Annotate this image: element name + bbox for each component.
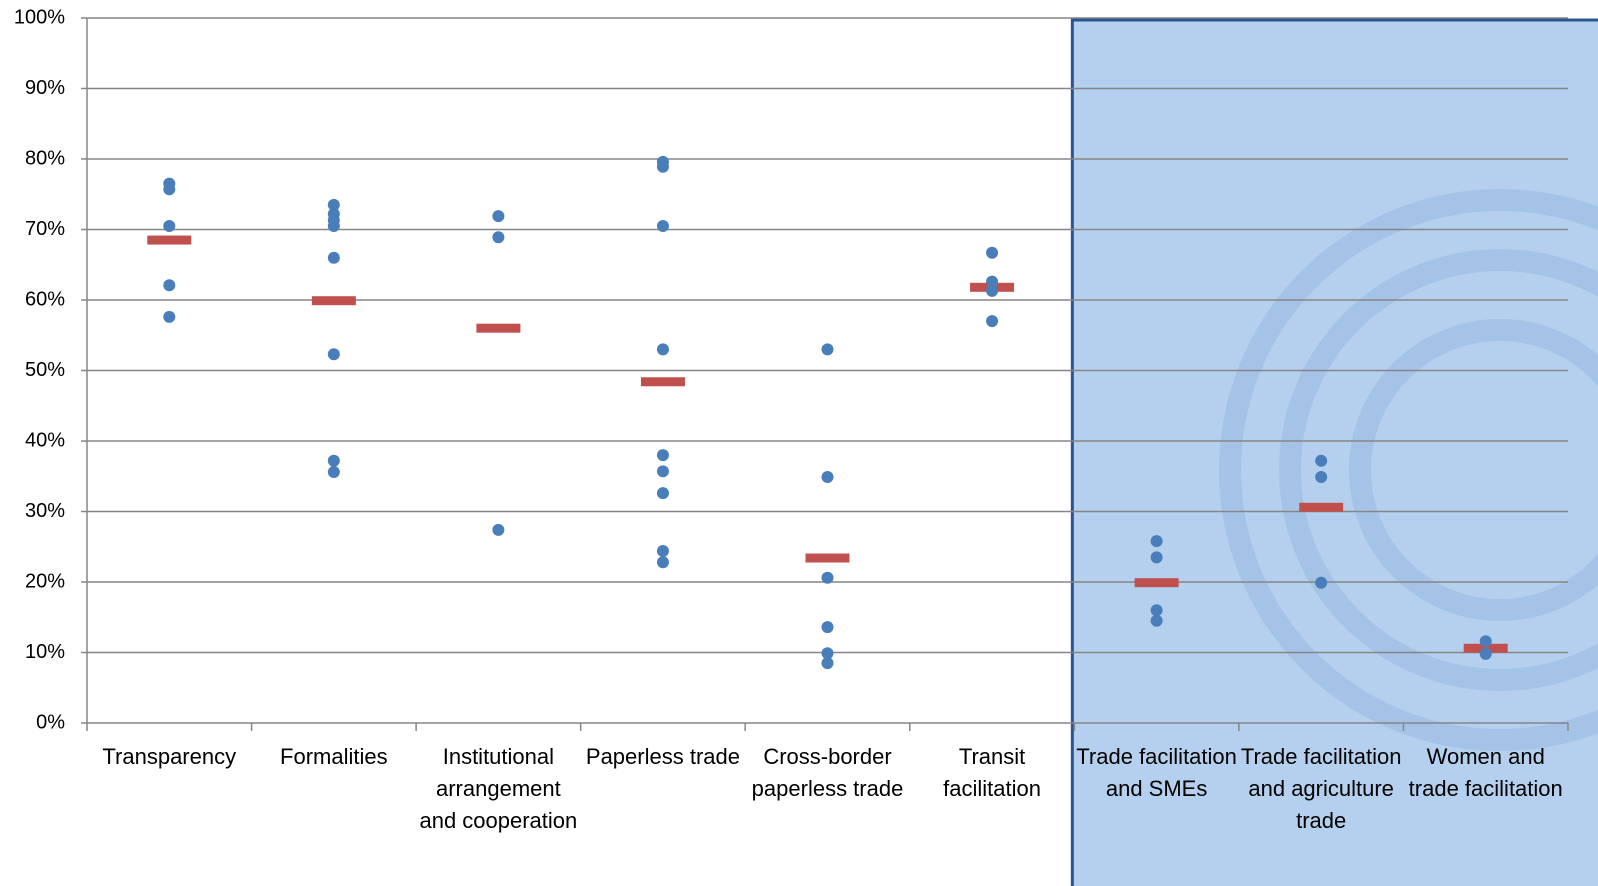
point <box>657 220 669 232</box>
x-tick-label: Transit facilitation <box>910 741 1074 805</box>
point <box>163 183 175 195</box>
average-bar <box>312 296 356 305</box>
point <box>328 220 340 232</box>
average-bar <box>1299 503 1343 512</box>
point <box>986 247 998 259</box>
point <box>328 348 340 360</box>
y-tick-label: 80% <box>25 147 65 169</box>
x-tick-label: Institutional arrangement and cooperatio… <box>416 741 580 837</box>
point <box>492 210 504 222</box>
point <box>657 487 669 499</box>
point <box>328 455 340 467</box>
y-tick-label: 40% <box>25 429 65 451</box>
average-bar <box>1135 578 1179 587</box>
y-tick-label: 0% <box>36 711 65 733</box>
x-tick-label: Paperless trade <box>581 741 745 773</box>
y-tick-label: 70% <box>25 218 65 240</box>
point <box>163 311 175 323</box>
point <box>986 315 998 327</box>
point <box>657 449 669 461</box>
y-tick-label: 30% <box>25 500 65 522</box>
point <box>822 621 834 633</box>
point <box>492 231 504 243</box>
y-tick-label: 20% <box>25 570 65 592</box>
point <box>1315 471 1327 483</box>
point <box>822 471 834 483</box>
x-tick-label: Cross-border paperless trade <box>746 741 910 805</box>
point <box>1151 604 1163 616</box>
y-tick-label: 100% <box>14 6 65 28</box>
point <box>1480 635 1492 647</box>
point <box>657 161 669 173</box>
average-bar <box>476 324 520 333</box>
x-tick-label: Trade facilitation and agriculture trade <box>1239 741 1403 837</box>
point <box>1315 455 1327 467</box>
average-bar <box>147 236 191 245</box>
point <box>986 285 998 297</box>
point <box>1480 648 1492 660</box>
y-tick-label: 60% <box>25 288 65 310</box>
point <box>1151 551 1163 563</box>
point <box>657 465 669 477</box>
point <box>1315 577 1327 589</box>
point <box>822 343 834 355</box>
point <box>1151 615 1163 627</box>
x-tick-label: Women and trade facilitation <box>1404 741 1568 805</box>
page: 0%10%20%30%40%50%60%70%80%90%100% (() =>… <box>0 0 1598 886</box>
average-bar <box>641 377 685 386</box>
average-bar <box>806 554 850 563</box>
point <box>822 657 834 669</box>
y-tick-label: 90% <box>25 77 65 99</box>
y-tick-label: 50% <box>25 359 65 381</box>
x-tick-label: Trade facilitation and SMEs <box>1075 741 1239 805</box>
point <box>163 279 175 291</box>
x-tick-label: Transparency <box>87 741 251 773</box>
point <box>657 343 669 355</box>
point <box>1151 535 1163 547</box>
point <box>328 252 340 264</box>
point <box>328 466 340 478</box>
point <box>822 572 834 584</box>
point <box>657 556 669 568</box>
x-tick-label: Formalities <box>252 741 416 773</box>
point <box>492 524 504 536</box>
point <box>657 545 669 557</box>
point <box>163 220 175 232</box>
y-tick-label: 10% <box>25 641 65 663</box>
